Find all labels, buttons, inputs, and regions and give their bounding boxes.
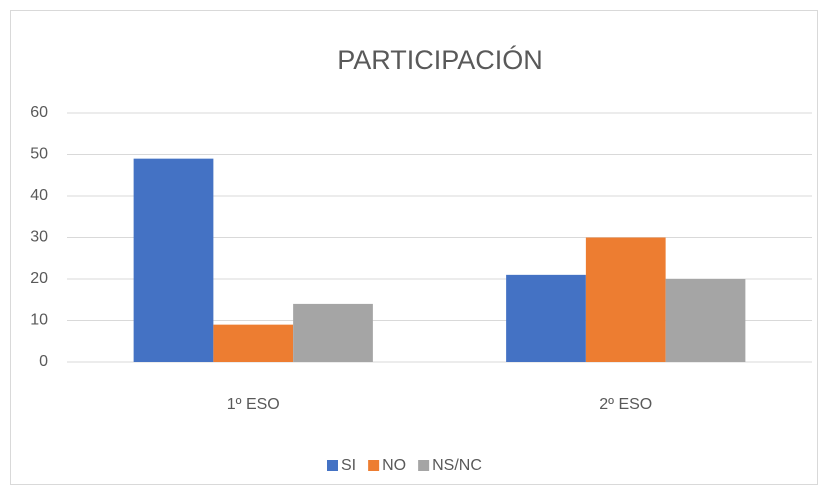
y-tick-label: 40 (30, 187, 48, 204)
legend-swatch (368, 460, 380, 471)
bar (506, 274, 586, 362)
legend-label: NO (382, 457, 406, 474)
bar (293, 303, 373, 362)
y-tick-label: 10 (30, 312, 48, 329)
bar (133, 158, 214, 362)
bar (213, 324, 294, 362)
y-tick-label: 20 (30, 270, 48, 287)
x-tick-label: 2º ESO (599, 396, 652, 413)
chart-title: PARTICIPACIÓN (337, 44, 543, 75)
bar (665, 279, 746, 362)
y-tick-label: 50 (30, 146, 48, 163)
x-tick-label: 1º ESO (227, 396, 280, 413)
legend-swatch (418, 460, 430, 471)
legend-label: SI (341, 457, 356, 474)
y-tick-label: 60 (30, 104, 48, 121)
legend-swatch (327, 460, 338, 471)
legend-label: NS/NC (432, 457, 482, 474)
y-tick-label: 0 (39, 353, 48, 370)
bar (585, 237, 666, 362)
chart-frame (10, 10, 818, 485)
y-tick-label: 30 (30, 229, 48, 246)
